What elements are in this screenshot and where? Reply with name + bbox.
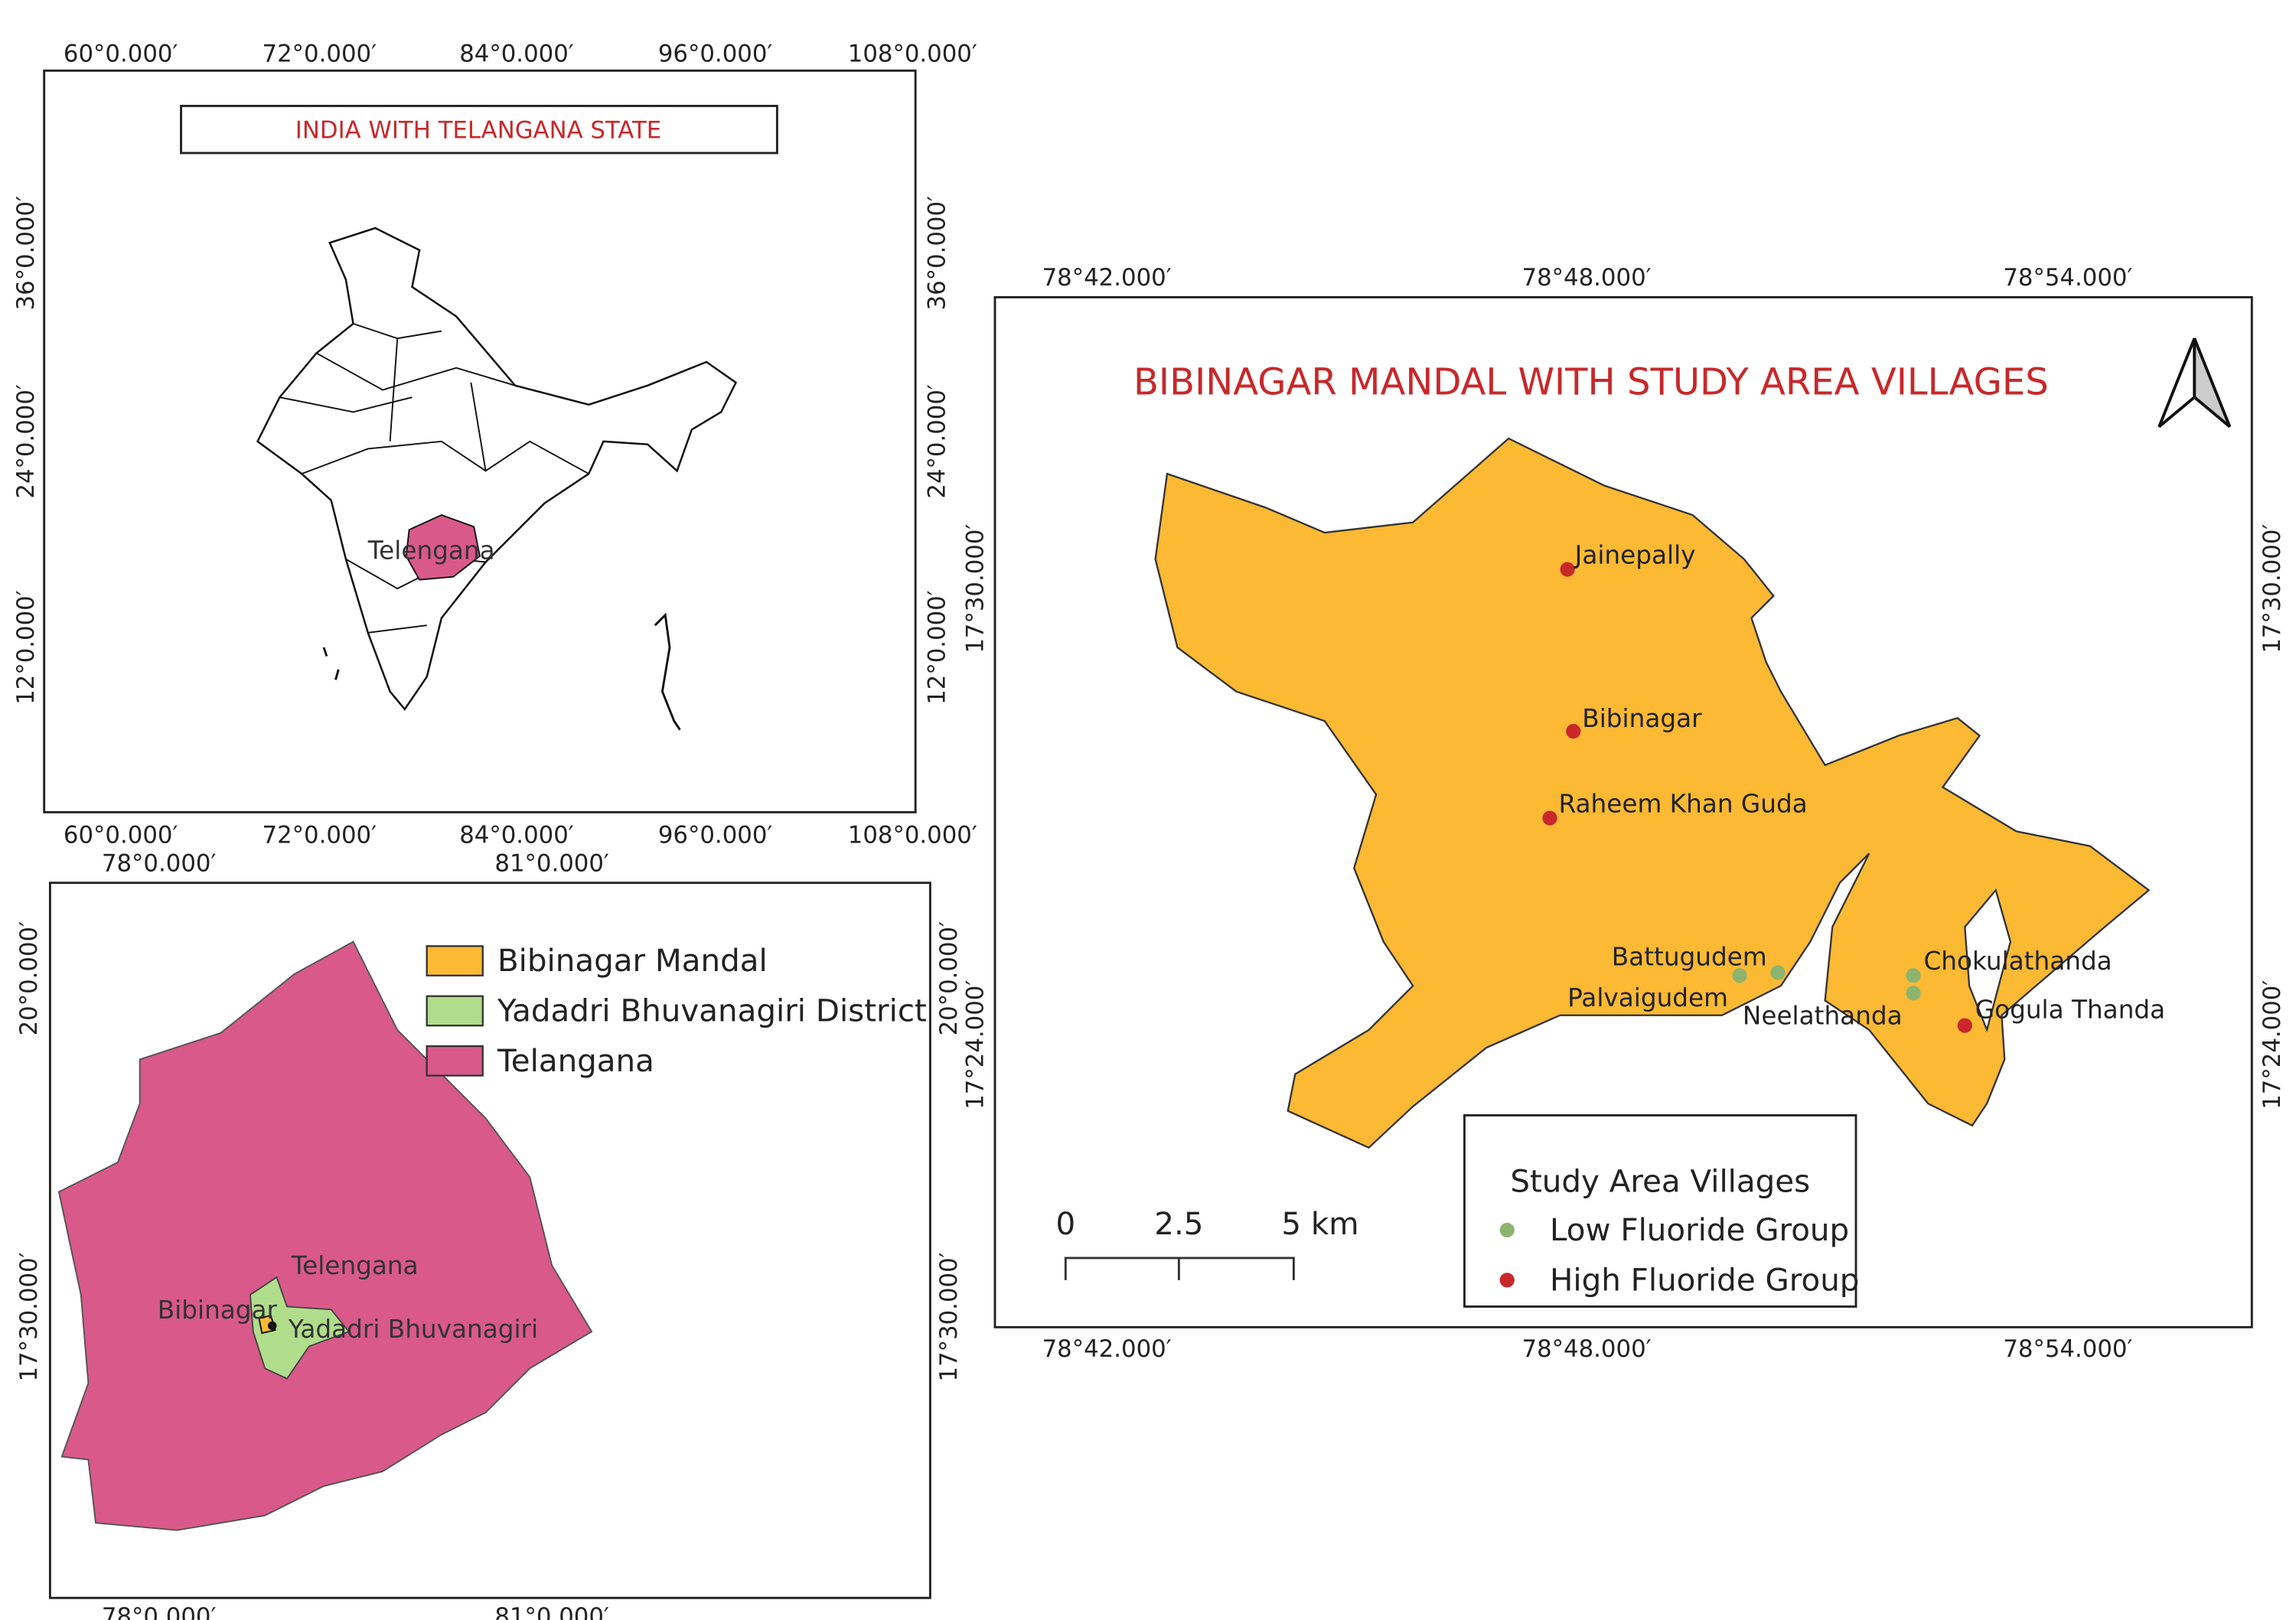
village-label: Raheem Khan Guda: [1559, 789, 1808, 818]
latitude-label: 17°30.000′: [935, 1252, 963, 1381]
legend-label: High Fluoride Group: [1550, 1262, 1859, 1298]
legend-title: Study Area Villages: [1510, 1163, 1810, 1199]
legend-label: Low Fluoride Group: [1550, 1212, 1849, 1248]
mandal-shape: [1154, 437, 2151, 1149]
india-frame: [43, 69, 917, 813]
longitude-label: 72°0.000′: [263, 41, 377, 68]
mandal-frame: [993, 295, 2253, 1328]
village-point: [1957, 1018, 1972, 1033]
longitude-label: 78°54.000′: [2003, 1335, 2132, 1363]
scale-bar: [1064, 1257, 1295, 1280]
legend-label: Yadadri Bhuvanagiri District: [497, 993, 927, 1028]
india-outline: [256, 227, 738, 711]
longitude-label: 96°0.000′: [658, 822, 773, 849]
village-point: [1732, 968, 1747, 983]
mandal-point: [268, 1321, 277, 1331]
longitude-label: 78°48.000′: [1522, 264, 1652, 292]
latitude-label: 24°0.000′: [12, 384, 40, 499]
region-label: Bibinagar: [158, 1296, 278, 1325]
india-title: INDIA WITH TELANGANA STATE: [295, 117, 661, 145]
latitude-label: 24°0.000′: [924, 384, 951, 499]
longitude-label: 60°0.000′: [64, 822, 178, 849]
legend-symbol: [1499, 1273, 1515, 1288]
scale-label: 0: [1055, 1206, 1075, 1242]
longitude-label: 84°0.000′: [459, 41, 574, 68]
village-label: Jainepally: [1574, 540, 1696, 569]
village-label: Bibinagar: [1582, 704, 1702, 733]
latitude-label: 20°0.000′: [15, 921, 43, 1036]
telangana-frame: [48, 882, 931, 1599]
scale-label: 5 km: [1281, 1206, 1358, 1242]
village-label: Battugudem: [1612, 942, 1767, 971]
longitude-label: 78°0.000′: [102, 849, 217, 877]
north-arrow: [2157, 337, 2232, 429]
state-label: Telengana: [367, 536, 495, 566]
latitude-label: 12°0.000′: [924, 590, 951, 705]
latitude-label: 17°30.000′: [2258, 524, 2286, 654]
india-title-box: [180, 104, 778, 155]
latitude-label: 17°30.000′: [962, 524, 990, 654]
village-label: Gogula Thanda: [1975, 996, 2165, 1025]
legend-swatch: [426, 995, 484, 1027]
legend-swatch: [426, 1045, 484, 1077]
village-point: [1566, 724, 1581, 739]
latitude-label: 12°0.000′: [12, 590, 40, 705]
longitude-label: 78°54.000′: [2003, 264, 2132, 292]
scale-label: 2.5: [1154, 1206, 1203, 1242]
latitude-label: 36°0.000′: [12, 196, 40, 311]
mandal-notch: [1964, 888, 2012, 1033]
village-label: Palvaigudem: [1567, 983, 1728, 1012]
legend-symbol: [1499, 1222, 1515, 1238]
latitude-label: 17°24.000′: [962, 980, 990, 1110]
longitude-label: 60°0.000′: [64, 41, 178, 68]
longitude-label: 108°0.000′: [848, 822, 977, 849]
longitude-label: 108°0.000′: [848, 41, 977, 68]
village-point: [1560, 562, 1575, 577]
village-label: Chokulathanda: [1923, 947, 2112, 976]
telangana-highlight: [405, 513, 481, 581]
latitude-label: 20°0.000′: [935, 921, 963, 1036]
village-point: [1770, 965, 1786, 980]
longitude-label: 81°0.000′: [494, 1603, 609, 1620]
legend-label: Bibinagar Mandal: [497, 943, 768, 979]
longitude-label: 84°0.000′: [459, 822, 574, 849]
longitude-label: 78°0.000′: [102, 1603, 217, 1620]
longitude-label: 78°42.000′: [1042, 264, 1172, 292]
region-label: Yadadri Bhuvanagiri: [288, 1315, 538, 1344]
longitude-label: 81°0.000′: [494, 849, 609, 877]
legend-label: Telangana: [497, 1043, 654, 1079]
village-point: [1542, 810, 1557, 826]
legend-swatch: [426, 945, 484, 976]
telangana-shape: [57, 940, 593, 1531]
village-point: [1906, 968, 1921, 983]
longitude-label: 96°0.000′: [658, 41, 773, 68]
longitude-label: 78°48.000′: [1522, 1335, 1652, 1363]
mandal-title: BIBINAGAR MANDAL WITH STUDY AREA VILLAGE…: [1133, 360, 2049, 403]
region-label: Telengana: [291, 1251, 419, 1280]
village-label: Neelathanda: [1743, 1001, 1903, 1030]
longitude-label: 78°42.000′: [1042, 1335, 1172, 1363]
village-point: [1906, 986, 1921, 1001]
village-legend-box: [1463, 1114, 1857, 1308]
longitude-label: 72°0.000′: [263, 822, 377, 849]
district-shape: [249, 1276, 351, 1380]
latitude-label: 17°30.000′: [15, 1252, 43, 1381]
latitude-label: 17°24.000′: [2258, 980, 2286, 1110]
latitude-label: 36°0.000′: [924, 196, 951, 311]
islands: [322, 612, 681, 731]
